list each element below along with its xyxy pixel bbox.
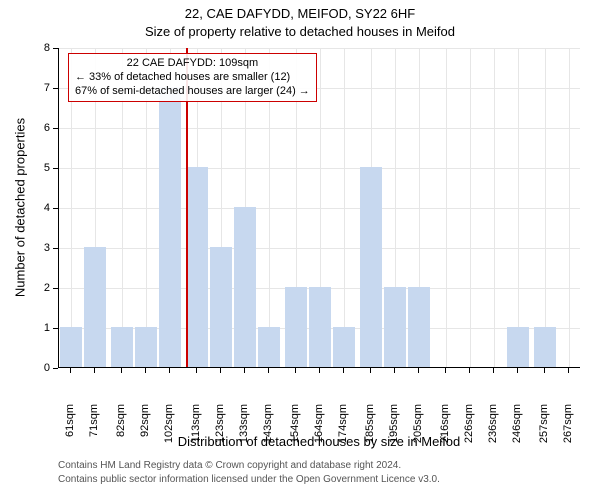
xtick-mark [493,368,494,373]
xtick-mark [394,368,395,373]
ytick-mark [53,248,58,249]
histogram-bar [333,327,355,367]
histogram-bar [234,207,256,367]
xtick-label: 123sqm [214,404,226,454]
annotation-line: 22 CAE DAFYDD: 109sqm [75,57,310,71]
xtick-mark [220,368,221,373]
xtick-label: 174sqm [337,404,349,454]
histogram-bar [135,327,157,367]
ytick-label: 1 [34,322,50,334]
histogram-bar [360,167,382,367]
xtick-label: 267sqm [562,404,574,454]
ytick-mark [53,288,58,289]
xtick-label: 226sqm [463,404,475,454]
gridline-v [545,48,546,367]
xtick-label: 185sqm [364,404,376,454]
annotation-line: 67% of semi-detached houses are larger (… [75,85,310,99]
xtick-mark [469,368,470,373]
gridline-v [569,48,570,367]
histogram-bar [384,287,406,367]
gridline-v [494,48,495,367]
annotation-box: 22 CAE DAFYDD: 109sqm← 33% of detached h… [68,53,317,102]
histogram-bar [534,327,556,367]
xtick-mark [196,368,197,373]
xtick-label: 195sqm [388,404,400,454]
xtick-mark [370,368,371,373]
xtick-mark [319,368,320,373]
histogram-bar [84,247,106,367]
chart-title-1: 22, CAE DAFYDD, MEIFOD, SY22 6HF [0,6,600,21]
xtick-label: 61sqm [64,404,76,454]
ytick-label: 6 [34,122,50,134]
xtick-mark [169,368,170,373]
xtick-mark [121,368,122,373]
xtick-label: 164sqm [313,404,325,454]
gridline-v [344,48,345,367]
histogram-bar [159,87,181,367]
histogram-bar [285,287,307,367]
footer-line-1: Contains HM Land Registry data © Crown c… [58,460,401,471]
ytick-mark [53,128,58,129]
ytick-mark [53,168,58,169]
xtick-label: 236sqm [487,404,499,454]
ytick-mark [53,328,58,329]
ytick-label: 5 [34,162,50,174]
ytick-mark [53,368,58,369]
xtick-label: 216sqm [439,404,451,454]
xtick-mark [568,368,569,373]
histogram-bar [186,167,208,367]
y-axis-label: Number of detached properties [13,108,28,308]
histogram-bar [111,327,133,367]
xtick-label: 92sqm [139,404,151,454]
footer-line-2: Contains public sector information licen… [58,474,440,485]
ytick-label: 7 [34,82,50,94]
gridline-v [446,48,447,367]
gridline-v [470,48,471,367]
chart-title-2: Size of property relative to detached ho… [0,24,600,39]
histogram-bar [210,247,232,367]
xtick-label: 113sqm [190,404,202,454]
ytick-mark [53,208,58,209]
xtick-label: 133sqm [238,404,250,454]
xtick-mark [295,368,296,373]
histogram-bar [507,327,529,367]
ytick-mark [53,48,58,49]
xtick-mark [445,368,446,373]
xtick-mark [544,368,545,373]
xtick-label: 246sqm [511,404,523,454]
histogram-bar [309,287,331,367]
gridline-v [518,48,519,367]
xtick-mark [418,368,419,373]
xtick-mark [94,368,95,373]
ytick-label: 3 [34,242,50,254]
xtick-label: 143sqm [262,404,274,454]
xtick-label: 257sqm [538,404,550,454]
xtick-label: 154sqm [289,404,301,454]
ytick-label: 0 [34,362,50,374]
ytick-label: 4 [34,202,50,214]
xtick-label: 82sqm [115,404,127,454]
xtick-mark [244,368,245,373]
annotation-line: ← 33% of detached houses are smaller (12… [75,71,310,85]
histogram-bar [408,287,430,367]
histogram-bar [60,327,82,367]
ytick-label: 8 [34,42,50,54]
xtick-mark [268,368,269,373]
histogram-bar [258,327,280,367]
xtick-label: 71sqm [88,404,100,454]
xtick-mark [70,368,71,373]
xtick-mark [517,368,518,373]
xtick-mark [343,368,344,373]
xtick-label: 102sqm [163,404,175,454]
ytick-label: 2 [34,282,50,294]
ytick-mark [53,88,58,89]
xtick-mark [145,368,146,373]
xtick-label: 205sqm [412,404,424,454]
